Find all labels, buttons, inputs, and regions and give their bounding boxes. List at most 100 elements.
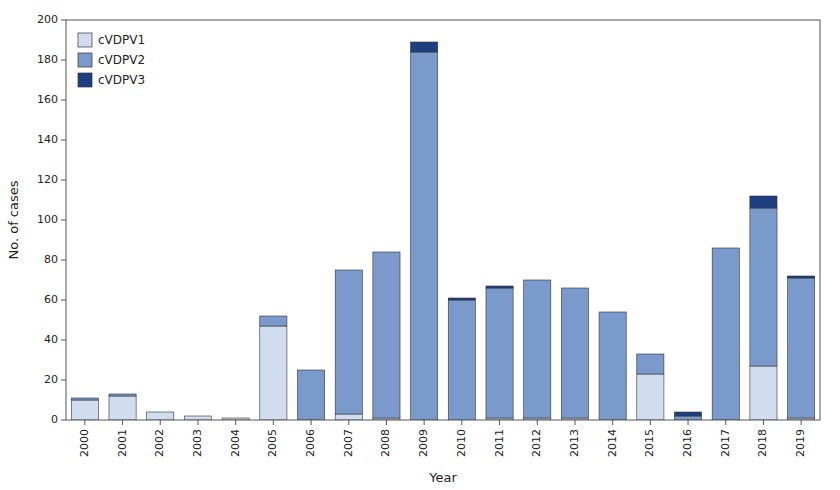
y-tick-label: 200 xyxy=(37,13,58,26)
x-tick-label: 2018 xyxy=(756,429,769,457)
y-tick xyxy=(61,100,66,101)
x-tick xyxy=(499,420,500,425)
y-tick-label: 0 xyxy=(51,413,58,426)
x-tick-label: 2013 xyxy=(568,429,581,457)
bar xyxy=(184,416,211,417)
y-tick-label: 140 xyxy=(37,133,58,146)
chart-svg: 0204060801001201401601802002000200120022… xyxy=(0,0,840,490)
bar xyxy=(411,52,438,420)
x-tick xyxy=(235,420,236,425)
bar xyxy=(637,354,664,374)
x-tick-label: 2010 xyxy=(455,429,468,457)
y-tick-label: 20 xyxy=(44,373,58,386)
x-tick-label: 2000 xyxy=(78,429,91,457)
x-tick xyxy=(84,420,85,425)
y-tick xyxy=(61,260,66,261)
bar xyxy=(411,42,438,52)
bars xyxy=(71,42,814,420)
bar xyxy=(486,288,513,418)
bar xyxy=(674,416,701,420)
x-tick-label: 2004 xyxy=(229,429,242,457)
bar xyxy=(561,288,588,418)
y-tick xyxy=(61,20,66,21)
x-tick-label: 2005 xyxy=(266,429,279,457)
x-tick-label: 2012 xyxy=(530,429,543,457)
y-tick xyxy=(61,220,66,221)
y-axis-label: No. of cases xyxy=(6,180,21,259)
bar xyxy=(71,398,98,399)
bar xyxy=(712,248,739,249)
bar xyxy=(109,394,136,396)
bar xyxy=(335,270,362,414)
y-tick-label: 180 xyxy=(37,53,58,66)
y-tick xyxy=(61,60,66,61)
series-3 xyxy=(411,42,815,416)
legend-label: cVDPV1 xyxy=(98,33,145,47)
bar xyxy=(297,370,324,371)
x-tick xyxy=(801,420,802,425)
legend-swatch xyxy=(78,33,92,47)
bar xyxy=(109,394,136,395)
bar xyxy=(674,412,701,416)
y-tick xyxy=(61,180,66,181)
x-tick xyxy=(537,420,538,425)
bar xyxy=(109,396,136,420)
bar xyxy=(71,400,98,420)
bar xyxy=(335,270,362,271)
x-tick-label: 2007 xyxy=(342,429,355,457)
y-tick xyxy=(61,300,66,301)
chart-container: 0204060801001201401601802002000200120022… xyxy=(0,0,840,490)
bar xyxy=(448,300,475,420)
plot-frame xyxy=(66,20,820,420)
y-tick-label: 60 xyxy=(44,293,58,306)
series-1 xyxy=(71,326,814,420)
x-tick xyxy=(461,420,462,425)
x-tick xyxy=(424,420,425,425)
bar xyxy=(788,278,815,418)
x-tick xyxy=(688,420,689,425)
bar xyxy=(486,286,513,288)
x-tick xyxy=(612,420,613,425)
bar xyxy=(260,316,287,326)
x-tick xyxy=(311,420,312,425)
x-tick xyxy=(763,420,764,425)
y-tick xyxy=(61,380,66,381)
legend-label: cVDPV2 xyxy=(98,53,145,67)
bar xyxy=(712,248,739,420)
bar xyxy=(599,312,626,420)
bar xyxy=(222,418,249,419)
x-tick-label: 2002 xyxy=(153,429,166,457)
bar xyxy=(147,412,174,420)
x-tick-label: 2016 xyxy=(681,429,694,457)
x-tick xyxy=(386,420,387,425)
x-tick-label: 2009 xyxy=(417,429,430,457)
x-tick-label: 2001 xyxy=(116,429,129,457)
bar xyxy=(71,398,98,400)
y-tick-label: 80 xyxy=(44,253,58,266)
x-tick-label: 2015 xyxy=(643,429,656,457)
x-tick-label: 2011 xyxy=(493,429,506,457)
y-tick-label: 40 xyxy=(44,333,58,346)
x-tick-label: 2017 xyxy=(719,429,732,457)
x-tick-label: 2006 xyxy=(304,429,317,457)
bar xyxy=(524,280,551,418)
x-tick xyxy=(273,420,274,425)
bar xyxy=(373,252,400,418)
bar xyxy=(297,370,324,420)
x-tick xyxy=(574,420,575,425)
bar xyxy=(524,280,551,281)
bar xyxy=(750,196,777,208)
x-axis: 2000200120022003200420052006200720082009… xyxy=(78,420,807,457)
bar xyxy=(335,414,362,420)
y-tick-label: 160 xyxy=(37,93,58,106)
y-axis: 020406080100120140160180200 xyxy=(37,13,66,426)
x-tick-label: 2008 xyxy=(379,429,392,457)
x-tick xyxy=(197,420,198,425)
bar xyxy=(561,288,588,289)
legend-label: cVDPV3 xyxy=(98,73,145,87)
bar xyxy=(599,312,626,313)
y-tick-label: 100 xyxy=(37,213,58,226)
bar xyxy=(750,208,777,366)
bar xyxy=(750,366,777,420)
x-tick xyxy=(160,420,161,425)
